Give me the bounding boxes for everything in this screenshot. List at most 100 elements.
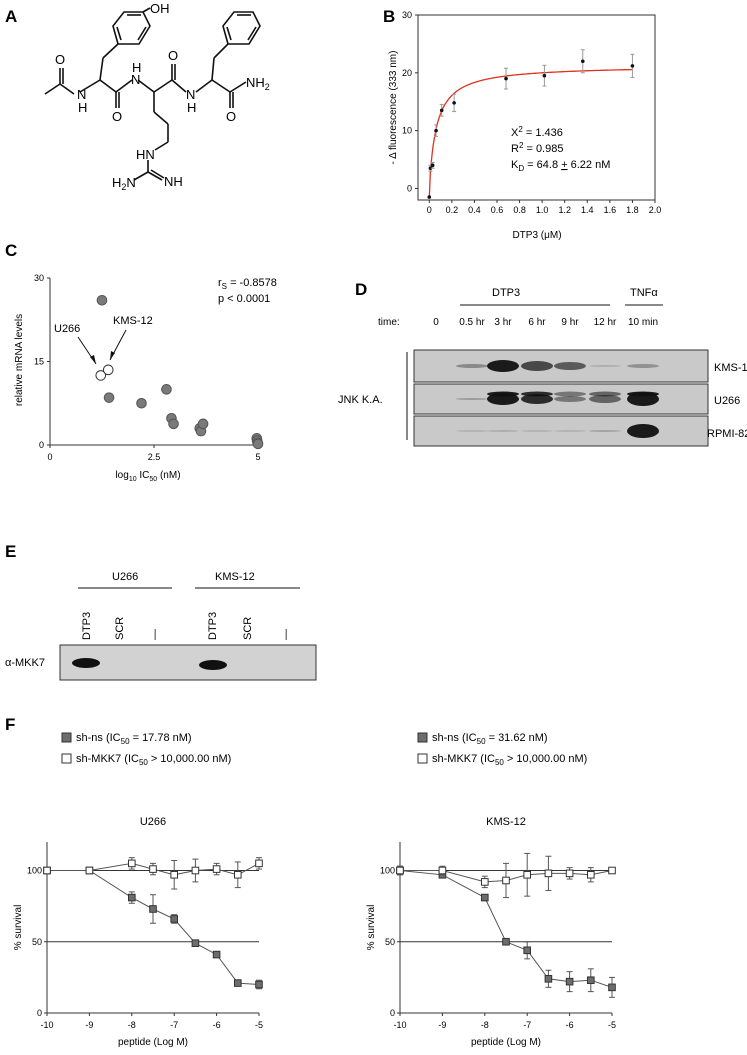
f-data-point xyxy=(587,976,595,985)
b-kd: KD = 64.8 + 6.22 nM xyxy=(511,159,610,173)
bond xyxy=(99,79,117,93)
d-lane-labels: 0 0.5 hr 3 hr 6 hr 9 hr 12 hr 10 min xyxy=(433,317,658,328)
correlation-chart: 0 2.5 5 0 15 30 relative mRNA levels log10 IC… xyxy=(14,273,277,483)
bond xyxy=(229,81,247,93)
d-band xyxy=(554,430,586,432)
b-xtick-label: 0.2 xyxy=(446,205,459,215)
d-band xyxy=(521,361,553,371)
f-legend-text: sh-MKK7 (IC xyxy=(76,753,139,765)
d-lane-label: 9 hr xyxy=(561,317,579,328)
b-data-point xyxy=(430,163,435,168)
d-lane-label: 0 xyxy=(433,317,439,328)
structure-atom-labels: OH O N H O N H O N H O NH2 HN H2N NH xyxy=(55,1,270,192)
f-data-point xyxy=(544,869,553,878)
b-data-point xyxy=(439,108,444,113)
f-ylabel: % survival xyxy=(366,905,377,951)
bond xyxy=(153,111,169,125)
c-data-point xyxy=(103,392,115,403)
d-band xyxy=(456,430,488,432)
c-label-kms12: KMS-12 xyxy=(113,315,153,327)
b-xtick-label: 1.8 xyxy=(626,205,639,215)
f-data-point xyxy=(212,865,221,873)
f-ytick-label: 100 xyxy=(380,866,395,876)
f-data-point xyxy=(149,905,157,913)
c-ytick-label: 15 xyxy=(34,357,44,367)
bond xyxy=(133,171,149,181)
b-xtick-label: 0.6 xyxy=(491,205,504,215)
d-band xyxy=(554,362,586,370)
d-band xyxy=(521,430,553,432)
atom-o: O xyxy=(112,109,122,124)
atom-oh: OH xyxy=(150,1,170,16)
bond xyxy=(171,79,187,93)
b-data-point xyxy=(428,166,433,171)
phe-ring xyxy=(222,11,261,45)
f-data-point xyxy=(565,869,574,878)
f-data-point xyxy=(191,939,200,947)
c-data-point xyxy=(168,418,179,430)
f-legend-text: sh-ns (IC xyxy=(76,732,121,744)
c-data-point xyxy=(161,384,172,395)
f-legend-sub: 50 xyxy=(121,737,130,746)
f-xtick-label: -10 xyxy=(40,1020,53,1030)
f-ytick-label: 0 xyxy=(390,1008,395,1018)
panel-letter-e: E xyxy=(5,542,16,561)
f-data-point xyxy=(481,878,489,886)
bond xyxy=(195,79,213,93)
f-data-point xyxy=(565,977,574,986)
f-data-point xyxy=(523,870,532,879)
f-legend-label: sh-MKK7 (IC50 > 10,000.00 nM) xyxy=(76,753,231,767)
f-data-point xyxy=(128,859,136,868)
d-band xyxy=(487,391,519,397)
f-data-point xyxy=(85,866,94,875)
f-legend-sub: 50 xyxy=(139,758,148,767)
b-stats: X2 = 1.436 R2 = 0.985 KD = 64.8 + 6.22 n… xyxy=(511,125,610,173)
f-xtick-label: -10 xyxy=(393,1020,406,1030)
bond xyxy=(154,141,169,151)
b-xlabel: DTP3 (μM) xyxy=(512,230,561,241)
f-data-point xyxy=(255,980,263,989)
atom-nh2: NH2 xyxy=(246,75,270,92)
atom-h: H xyxy=(132,60,141,75)
d-band xyxy=(456,398,488,400)
jnk-kinase-blot: DTP3 TNFα time: 0 0.5 hr 3 hr 6 hr 9 hr 12 hr… xyxy=(338,287,747,447)
f-xtick-label: -5 xyxy=(608,1020,616,1030)
bond xyxy=(59,83,75,95)
b-xtick-label: 1.4 xyxy=(581,205,594,215)
f-xtick-label: -9 xyxy=(85,1020,93,1030)
e-row-label: α-MKK7 xyxy=(5,657,45,669)
c-data-point xyxy=(96,294,108,306)
c-ytick-label: 30 xyxy=(34,273,44,283)
bond xyxy=(226,26,232,41)
c-data-point xyxy=(197,418,209,430)
bond xyxy=(79,79,101,93)
b-chi-square: X2 = 1.436 xyxy=(511,125,563,139)
bond xyxy=(150,169,165,179)
atom-n: N xyxy=(131,72,140,87)
bond xyxy=(137,79,155,93)
e-lane-label: DTP3 xyxy=(207,612,219,640)
d-band xyxy=(627,364,659,368)
f-data-point xyxy=(396,866,404,875)
c-data-point xyxy=(136,397,147,409)
c-xlabel: log10 IC50 (nM) xyxy=(115,470,180,483)
e-group-kms12: KMS-12 xyxy=(215,571,255,583)
bond xyxy=(137,26,147,41)
f-data-point xyxy=(212,950,221,959)
c-data-point xyxy=(102,364,114,376)
f-data-point xyxy=(128,893,136,902)
d-band xyxy=(589,365,621,367)
d-band xyxy=(487,360,519,372)
b-ytick-label: 0 xyxy=(407,183,412,193)
c-arrowhead-kms12 xyxy=(110,351,115,360)
f-legend-marker xyxy=(417,753,428,764)
b-xtick-label: 2.0 xyxy=(649,205,662,215)
b-xtick-label: 0 xyxy=(427,205,432,215)
atom-o: O xyxy=(226,109,236,124)
b-fit-curve xyxy=(428,68,633,198)
d-band xyxy=(627,391,659,397)
atom-o: O xyxy=(168,48,178,63)
f-data-point xyxy=(608,866,616,875)
bond xyxy=(247,26,257,41)
d-band xyxy=(554,396,586,402)
